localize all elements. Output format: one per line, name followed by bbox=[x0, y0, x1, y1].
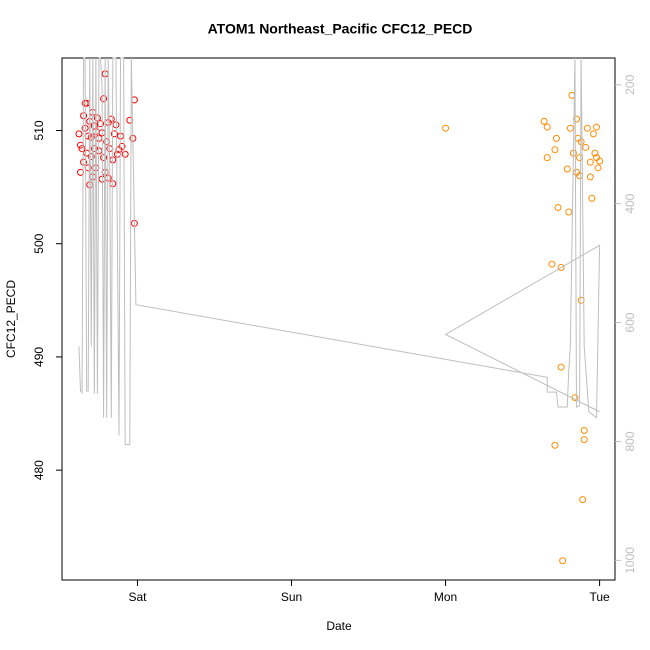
x-tick-label: Mon bbox=[434, 590, 457, 604]
point bbox=[559, 557, 567, 565]
y-tick-label: 490 bbox=[32, 347, 46, 367]
point bbox=[551, 441, 559, 449]
point bbox=[557, 263, 565, 271]
point bbox=[563, 165, 571, 173]
point bbox=[121, 150, 129, 158]
point bbox=[566, 124, 574, 132]
plot-frame bbox=[61, 57, 616, 581]
point bbox=[551, 146, 559, 154]
point bbox=[565, 208, 573, 216]
point bbox=[87, 133, 95, 141]
point bbox=[591, 149, 599, 157]
point bbox=[100, 154, 108, 162]
point bbox=[75, 130, 83, 138]
point bbox=[126, 116, 134, 124]
point bbox=[580, 436, 588, 444]
y2-tick-label: 1000 bbox=[623, 547, 637, 574]
chart-title: ATOM1 Northeast_Pacific CFC12_PECD bbox=[208, 21, 473, 37]
point bbox=[109, 180, 117, 188]
point bbox=[110, 130, 118, 138]
point bbox=[586, 173, 594, 181]
point bbox=[552, 134, 560, 142]
y2-tick-label: 200 bbox=[623, 74, 637, 94]
y2-tick-label: 600 bbox=[623, 312, 637, 332]
point bbox=[93, 114, 101, 122]
x-tick-label: Tue bbox=[589, 590, 610, 604]
point bbox=[86, 181, 94, 189]
point bbox=[589, 130, 597, 138]
y-tick-label: 510 bbox=[32, 120, 46, 140]
y2-tick-label: 800 bbox=[623, 431, 637, 451]
y-axis-label: CFC12_PECD bbox=[4, 280, 18, 358]
point bbox=[97, 120, 105, 128]
point bbox=[118, 142, 126, 150]
x-axis-label: Date bbox=[326, 619, 352, 633]
y2-tick-label: 400 bbox=[623, 193, 637, 213]
point bbox=[543, 154, 551, 162]
point bbox=[579, 496, 587, 504]
point bbox=[580, 427, 588, 435]
y-tick-label: 500 bbox=[32, 233, 46, 253]
point bbox=[582, 143, 590, 151]
point bbox=[588, 194, 596, 202]
point bbox=[442, 124, 450, 132]
x-tick-label: Sat bbox=[128, 590, 147, 604]
point bbox=[594, 164, 602, 172]
point bbox=[586, 158, 594, 166]
point bbox=[100, 95, 108, 103]
point bbox=[554, 203, 562, 211]
point bbox=[596, 157, 604, 165]
x-tick-label: Sun bbox=[281, 590, 302, 604]
y-tick-label: 480 bbox=[32, 460, 46, 480]
point bbox=[593, 123, 601, 131]
point bbox=[557, 363, 565, 371]
line-series bbox=[78, 57, 601, 445]
point bbox=[87, 153, 95, 161]
point bbox=[548, 260, 556, 268]
point bbox=[112, 121, 120, 129]
point bbox=[540, 117, 548, 125]
point bbox=[583, 124, 591, 132]
point bbox=[543, 123, 551, 131]
